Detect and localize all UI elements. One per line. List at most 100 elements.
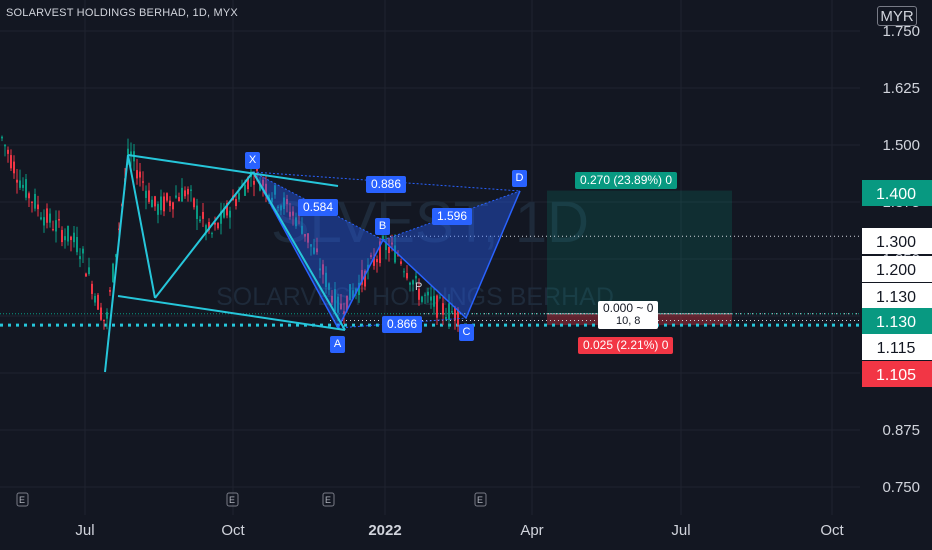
candle-body [1, 136, 3, 139]
candle-body [274, 185, 276, 195]
candle-body [61, 229, 63, 243]
candle-body [205, 225, 207, 233]
x-axis-tick-label: 2022 [368, 522, 401, 539]
event-marker-box [322, 492, 335, 507]
y-axis-tick-label: 1.750 [882, 23, 920, 40]
candle-body [337, 296, 339, 313]
candle-body [394, 245, 396, 263]
price-label-box [862, 180, 932, 206]
candle-body [214, 222, 216, 225]
candle-body [31, 201, 33, 203]
candle-body [310, 244, 312, 247]
price-label-box [862, 256, 932, 282]
candle-body [166, 193, 168, 201]
candle-body [136, 170, 138, 179]
ratio-label-ac: 0.866 [382, 316, 423, 333]
candle-body [325, 272, 327, 288]
price-label-text: 1.130 [876, 289, 916, 306]
price-label-box [862, 308, 932, 334]
candle-body [34, 193, 36, 209]
price-label-box [862, 283, 932, 309]
price-label-target: 1.400 [862, 180, 932, 206]
candle-body [106, 312, 108, 319]
candle-body [88, 267, 90, 275]
candle-body [190, 189, 192, 191]
price-label-box [862, 361, 932, 387]
candle-body [19, 180, 21, 188]
event-marker-box [226, 492, 239, 507]
candle-body [193, 198, 195, 208]
candle-body [154, 196, 156, 207]
price-label-text: 1.300 [876, 234, 916, 251]
pattern-point-d[interactable]: D [512, 170, 527, 187]
candle-body [208, 222, 210, 231]
candle-body [400, 261, 402, 264]
candle-body [253, 180, 255, 185]
price-label-text: 1.400 [876, 186, 916, 203]
candle-body [52, 229, 54, 231]
currency-button[interactable]: MYR [877, 6, 917, 26]
candle-body [46, 208, 48, 223]
candle-body [187, 188, 189, 195]
event-marker: E [226, 492, 239, 507]
candle-body [265, 183, 267, 195]
candle-body [28, 193, 30, 199]
candle-body [172, 202, 174, 210]
trend-line [252, 171, 346, 331]
candle-body [316, 248, 318, 253]
candle-body [139, 171, 141, 178]
candle-body [130, 151, 132, 157]
candle-body [100, 307, 102, 320]
trend-line [104, 154, 129, 373]
candle-body [169, 200, 171, 207]
candle-body [211, 233, 213, 235]
candle-body [178, 197, 180, 202]
candle-body [148, 190, 150, 202]
candle-body [364, 270, 366, 287]
symbol-header: SOLARVEST HOLDINGS BERHAD, 1D, MYX [6, 7, 238, 19]
event-marker-label: E [325, 495, 331, 505]
trend-line [117, 295, 346, 331]
candle-body [64, 236, 66, 241]
candle-body [256, 168, 258, 171]
candle-body [379, 241, 381, 264]
position-center-sub: 10, 8 [615, 315, 641, 327]
candle-body [343, 311, 345, 315]
trend-line [127, 154, 156, 299]
candle-body [184, 190, 186, 197]
y-axis-tick-label: 1.500 [882, 137, 920, 154]
candle-body [418, 288, 420, 300]
ratio-label-bd: 1.596 [432, 208, 473, 225]
pattern-point-a[interactable]: A [330, 336, 345, 353]
candle-body [94, 295, 96, 303]
candle-body [385, 241, 387, 251]
candle-body [118, 228, 120, 230]
candle-body [79, 256, 81, 260]
event-marker-label: E [19, 495, 25, 505]
candle-body [181, 187, 183, 202]
candle-body [454, 307, 456, 321]
candle-body [436, 295, 438, 318]
small-mark-p: P [415, 281, 422, 293]
price-label-text: 1.105 [876, 367, 916, 384]
candle-body [145, 190, 147, 198]
pattern-triangle-xab [253, 172, 383, 328]
candle-body [403, 271, 405, 273]
candle-body [448, 303, 450, 320]
candle-body [427, 291, 429, 296]
candle-body [451, 311, 453, 313]
candle-body [295, 217, 297, 227]
candle-body [49, 213, 51, 223]
pattern-point-c[interactable]: C [459, 324, 474, 341]
event-marker: E [474, 492, 487, 507]
pattern-point-x[interactable]: X [245, 152, 260, 169]
candle-body [247, 177, 249, 190]
pattern-point-b[interactable]: B [375, 218, 390, 235]
event-marker-box [16, 492, 29, 507]
candle-body [73, 232, 75, 243]
candle-body [109, 290, 111, 292]
candle-body [196, 205, 198, 220]
price-label-level: 1.115 [862, 334, 932, 360]
